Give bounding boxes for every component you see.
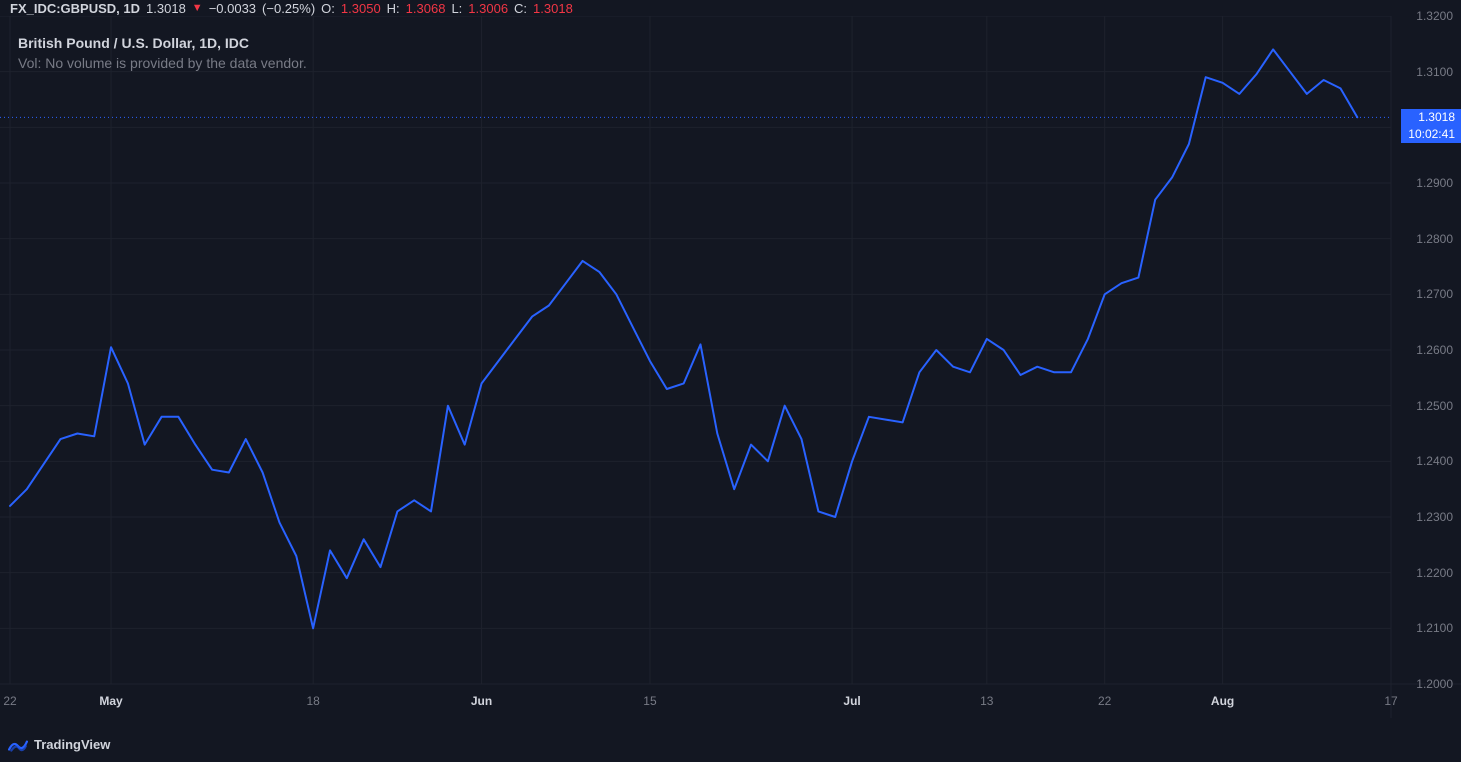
low-label: L:	[451, 1, 462, 16]
low-value: 1.3006	[468, 1, 508, 16]
x-tick-label: May	[99, 694, 122, 708]
y-tick-label: 1.2300	[1416, 510, 1453, 524]
y-tick-label: 1.2000	[1416, 677, 1453, 691]
x-tick-label: 15	[643, 694, 656, 708]
x-tick-label: Jul	[843, 694, 860, 708]
bar-countdown-tag: 10:02:41	[1401, 126, 1461, 143]
y-tick-label: 1.2800	[1416, 232, 1453, 246]
close-value: 1.3018	[533, 1, 573, 16]
brand-footer[interactable]: TradingView	[8, 737, 110, 752]
chart-svg[interactable]	[0, 16, 1461, 718]
high-label: H:	[387, 1, 400, 16]
brand-label: TradingView	[34, 737, 110, 752]
y-tick-label: 1.2700	[1416, 287, 1453, 301]
y-tick-label: 1.2600	[1416, 343, 1453, 357]
symbol-label[interactable]: FX_IDC:GBPUSD, 1D	[10, 1, 140, 16]
chart-area[interactable]: 1.2000 1.2100 1.2200 1.2300 1.2400 1.2500 1.26…	[0, 16, 1461, 762]
last-price: 1.3018	[146, 1, 186, 16]
x-tick-label: 18	[306, 694, 319, 708]
open-value: 1.3050	[341, 1, 381, 16]
x-tick-label: 22	[1098, 694, 1111, 708]
y-tick-label: 1.3100	[1416, 65, 1453, 79]
y-tick-label: 1.2900	[1416, 176, 1453, 190]
price-change: −0.0033	[209, 1, 256, 16]
last-price-tag: 1.3018	[1401, 109, 1461, 126]
x-tick-label: Jun	[471, 694, 492, 708]
open-label: O:	[321, 1, 335, 16]
legend-title: British Pound / U.S. Dollar, 1D, IDC	[18, 34, 307, 54]
price-change-pct: (−0.25%)	[262, 1, 315, 16]
y-tick-label: 1.2400	[1416, 454, 1453, 468]
y-tick-label: 1.2100	[1416, 621, 1453, 635]
y-tick-label: 1.2500	[1416, 399, 1453, 413]
x-axis[interactable]: 22May18Jun15Jul1322Aug17	[0, 694, 1391, 718]
y-tick-label: 1.3200	[1416, 9, 1453, 23]
tradingview-logo-icon	[8, 738, 28, 752]
x-tick-label: 17	[1384, 694, 1397, 708]
down-arrow-icon: ▼	[192, 2, 203, 14]
x-tick-label: Aug	[1211, 694, 1234, 708]
close-label: C:	[514, 1, 527, 16]
chart-header: FX_IDC:GBPUSD, 1D 1.3018 ▼ −0.0033 (−0.2…	[10, 0, 573, 16]
legend-volume: Vol: No volume is provided by the data v…	[18, 54, 307, 74]
y-tick-label: 1.2200	[1416, 566, 1453, 580]
chart-legend[interactable]: British Pound / U.S. Dollar, 1D, IDC Vol…	[18, 34, 307, 73]
high-value: 1.3068	[406, 1, 446, 16]
x-tick-label: 13	[980, 694, 993, 708]
x-tick-label: 22	[3, 694, 16, 708]
